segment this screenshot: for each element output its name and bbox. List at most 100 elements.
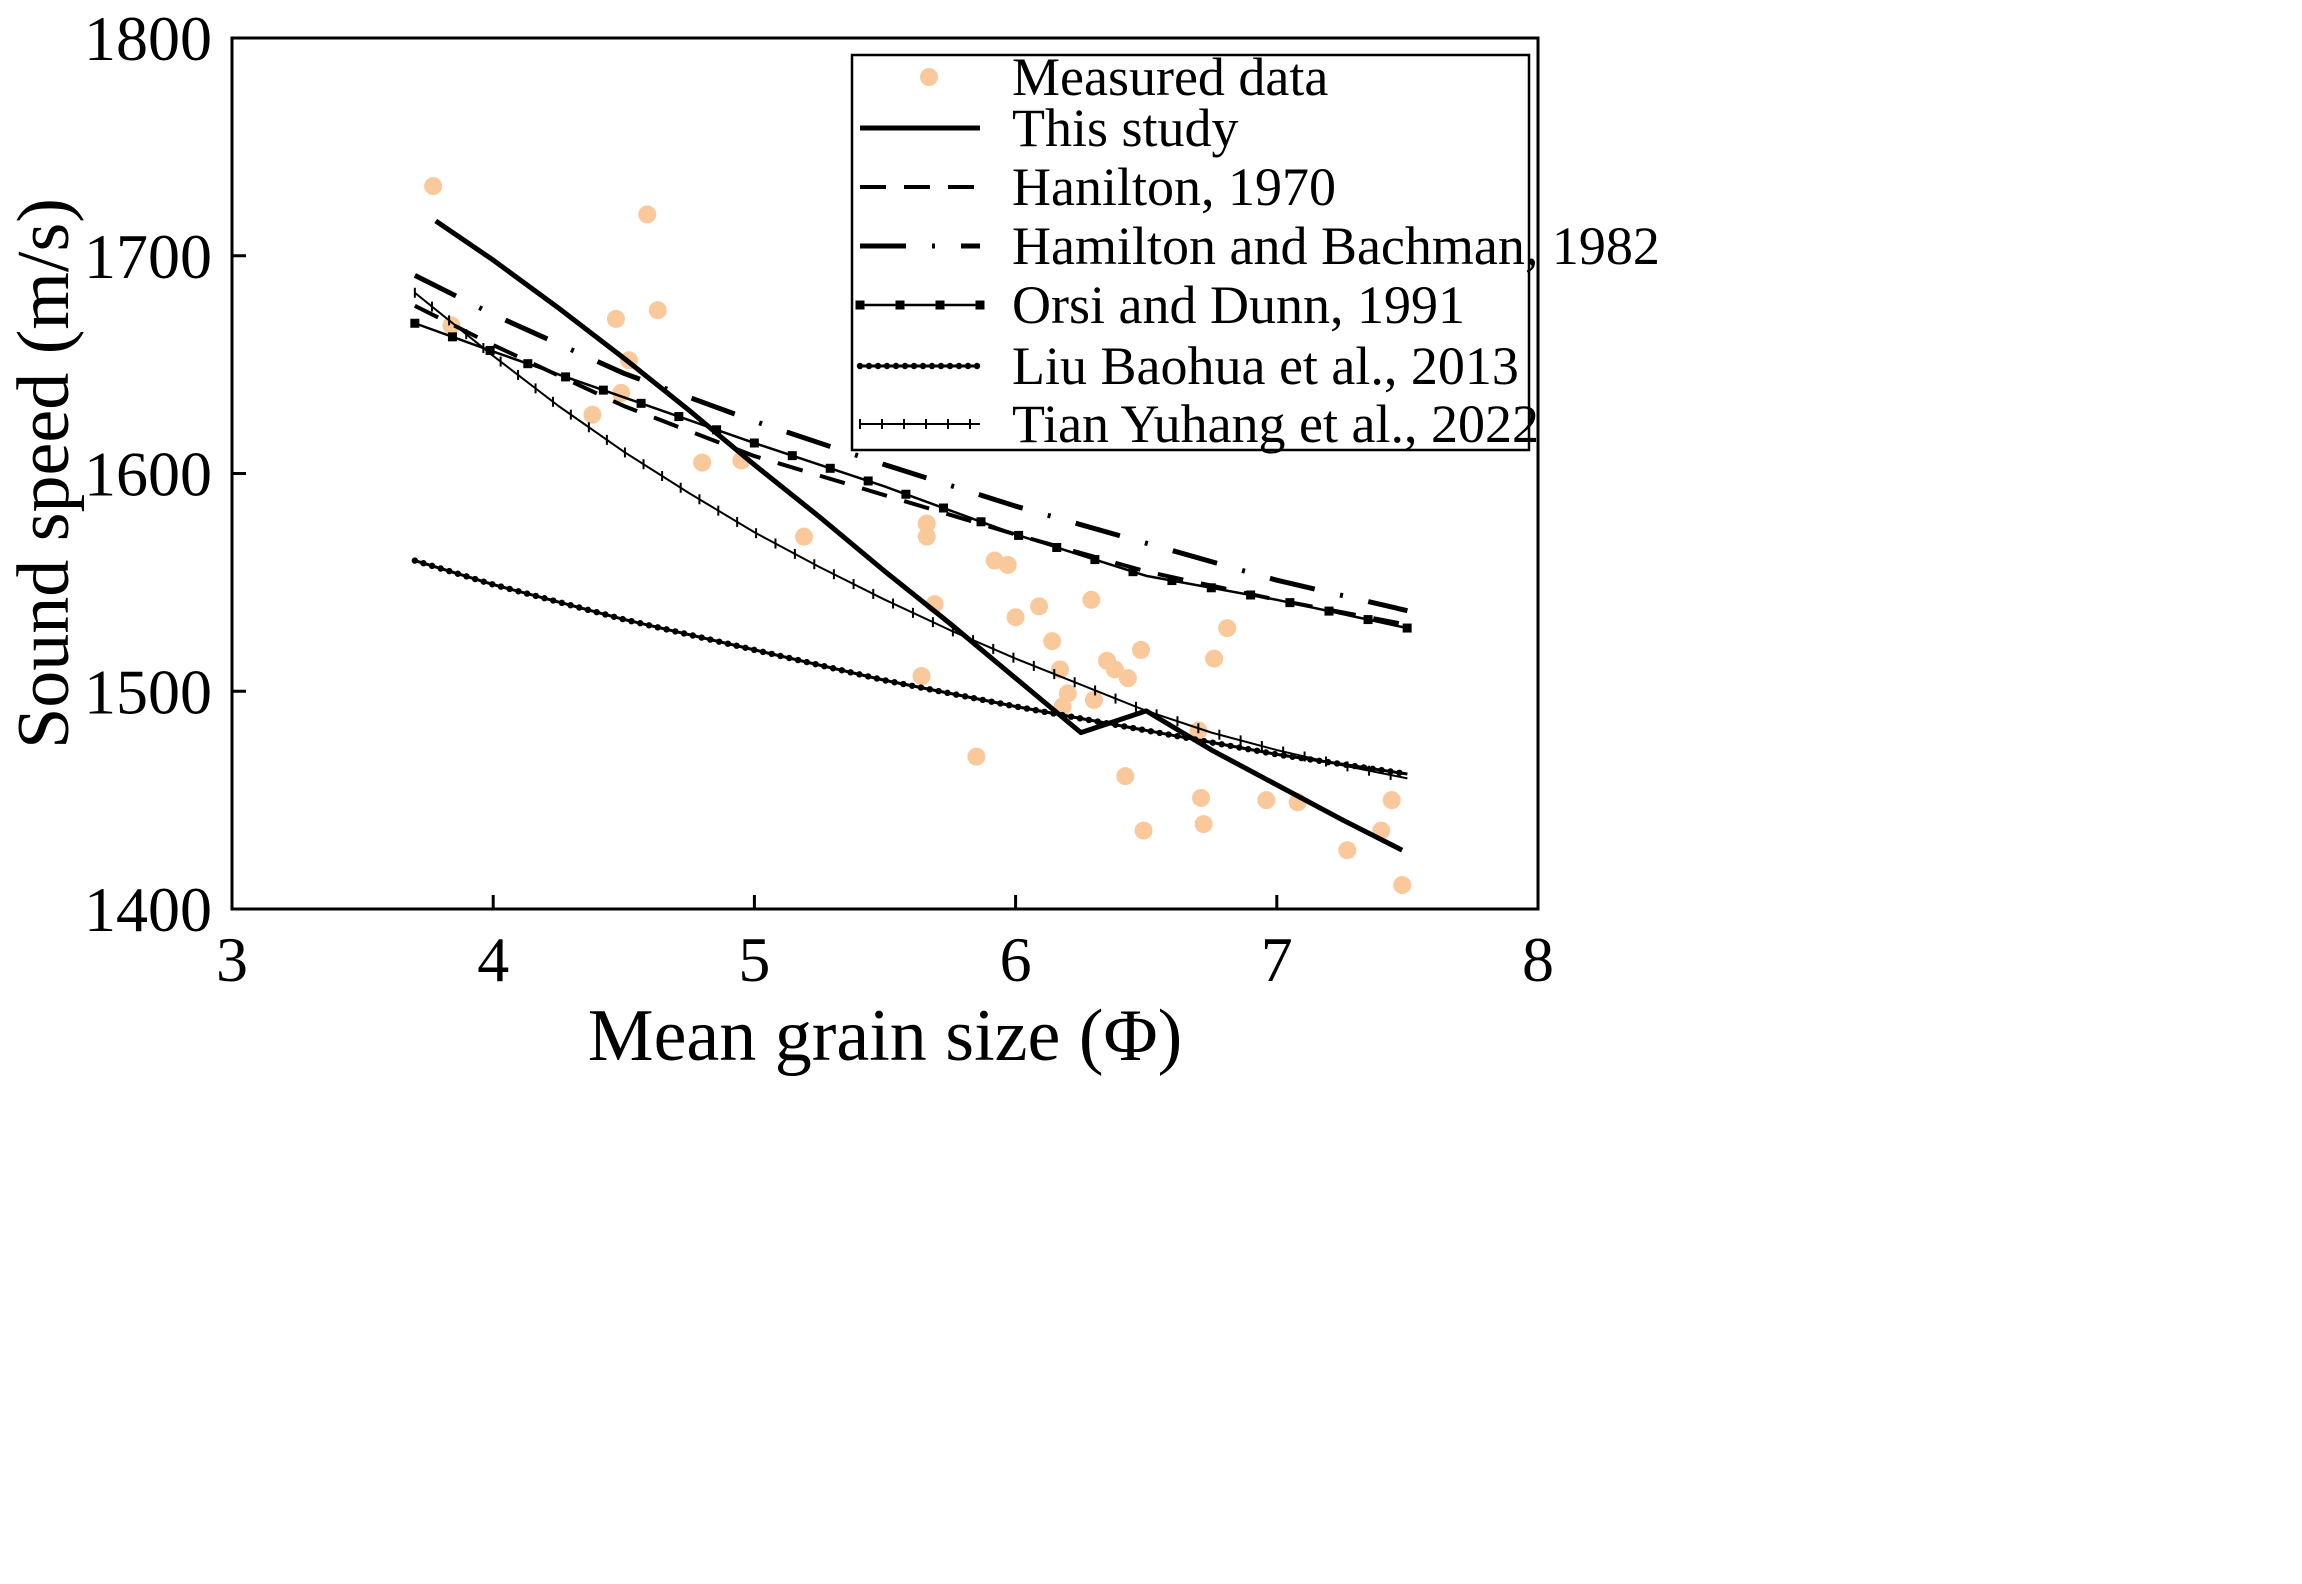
dense-marker	[672, 628, 679, 635]
measured-point	[442, 316, 461, 335]
series-hanilton-1970	[413, 304, 1403, 626]
square-marker	[674, 412, 684, 422]
dense-marker	[928, 362, 936, 370]
dense-marker	[506, 585, 513, 593]
dense-marker	[1121, 723, 1128, 730]
line-tian-yuhang-et-al-2022	[414, 291, 1408, 780]
dense-marker	[1147, 728, 1155, 735]
dense-marker	[1156, 729, 1163, 737]
dense-marker	[1174, 732, 1181, 740]
dense-marker	[1076, 715, 1084, 722]
legend-item-this-study: This study	[860, 98, 1239, 158]
dense-marker	[724, 640, 732, 647]
measured-point	[917, 527, 936, 546]
dense-marker	[794, 656, 802, 664]
dense-marker	[1006, 702, 1013, 709]
dense-marker	[619, 615, 626, 623]
dense-marker	[610, 613, 618, 620]
measured-point	[1338, 841, 1357, 860]
dense-marker	[944, 689, 951, 697]
dense-marker	[946, 362, 954, 370]
dense-marker	[602, 611, 609, 618]
dense-marker	[838, 667, 846, 674]
dense-marker	[900, 680, 907, 688]
dense-marker	[1165, 731, 1172, 738]
dense-marker	[698, 634, 705, 641]
dense-marker	[715, 638, 723, 645]
square-marker	[787, 451, 797, 461]
dense-marker	[1112, 721, 1119, 728]
series-this-study	[434, 218, 1404, 853]
square-marker	[1206, 583, 1216, 593]
dense-marker	[1014, 703, 1022, 711]
dense-marker	[654, 624, 661, 631]
measured-point	[1118, 669, 1137, 688]
dense-marker	[873, 675, 881, 682]
square-marker	[1246, 590, 1256, 600]
dense-marker	[812, 660, 819, 668]
dense-marker	[1218, 741, 1225, 748]
dense-marker	[428, 562, 436, 570]
measured-point	[1134, 821, 1153, 840]
dense-marker	[707, 636, 714, 643]
dense-marker	[593, 608, 600, 616]
dense-marker	[979, 696, 986, 704]
dense-marker	[891, 679, 898, 686]
legend-box	[850, 53, 1531, 452]
measured-point	[1082, 590, 1101, 609]
dense-marker	[1253, 747, 1261, 754]
square-marker	[976, 517, 986, 527]
dense-marker	[1262, 749, 1270, 756]
square-marker	[863, 476, 873, 486]
dense-marker	[1032, 706, 1039, 714]
dense-marker	[759, 648, 767, 656]
dense-marker	[663, 626, 670, 633]
dense-marker	[742, 644, 749, 651]
legend-label: Hamilton and Bachman, 1982	[1012, 216, 1660, 276]
square-marker	[901, 489, 911, 499]
square-marker	[825, 463, 835, 473]
dense-marker	[750, 646, 758, 654]
dense-marker	[411, 557, 419, 564]
line-orsi-and-dunn-1991	[414, 322, 1408, 630]
y-tick-label: 1400	[84, 874, 212, 945]
dense-marker	[883, 362, 891, 370]
dense-marker	[637, 620, 644, 627]
dense-marker	[1129, 724, 1137, 732]
series-liu-baohua-et-al-2013	[411, 557, 1408, 776]
dense-marker	[1059, 711, 1066, 719]
dense-marker	[1200, 737, 1208, 745]
measured-point	[1382, 791, 1401, 810]
y-tick-label: 1500	[84, 656, 212, 727]
measured-point	[998, 555, 1017, 574]
measured-point	[1030, 597, 1049, 616]
square-marker	[636, 398, 646, 408]
dense-marker	[558, 599, 566, 607]
square-marker	[1324, 606, 1334, 616]
square-marker	[935, 300, 945, 310]
measured-point	[424, 177, 443, 196]
data-layer	[410, 177, 1412, 895]
measured-point	[912, 667, 931, 686]
dense-marker	[1271, 750, 1278, 758]
square-marker	[1052, 543, 1062, 553]
dense-marker	[856, 671, 863, 678]
measured-point	[967, 747, 986, 766]
dense-marker	[1289, 753, 1296, 760]
square-marker	[1285, 598, 1295, 608]
dense-marker	[865, 362, 873, 370]
dense-marker	[964, 362, 972, 370]
dense-marker	[935, 687, 942, 695]
axes: 3 4 5 6 7 8 1400 1500 1600 1700 1800	[84, 3, 1554, 995]
dense-marker	[786, 654, 793, 662]
dense-marker	[997, 700, 1004, 707]
square-marker	[1014, 530, 1024, 540]
measured-point	[1084, 690, 1103, 709]
x-axis-title: Mean grain size (Φ)	[588, 995, 1182, 1077]
legend-label: Liu Baohua et al., 2013	[1012, 336, 1519, 396]
dense-marker	[777, 652, 784, 660]
dense-marker	[1023, 705, 1031, 712]
dense-marker	[768, 650, 775, 658]
